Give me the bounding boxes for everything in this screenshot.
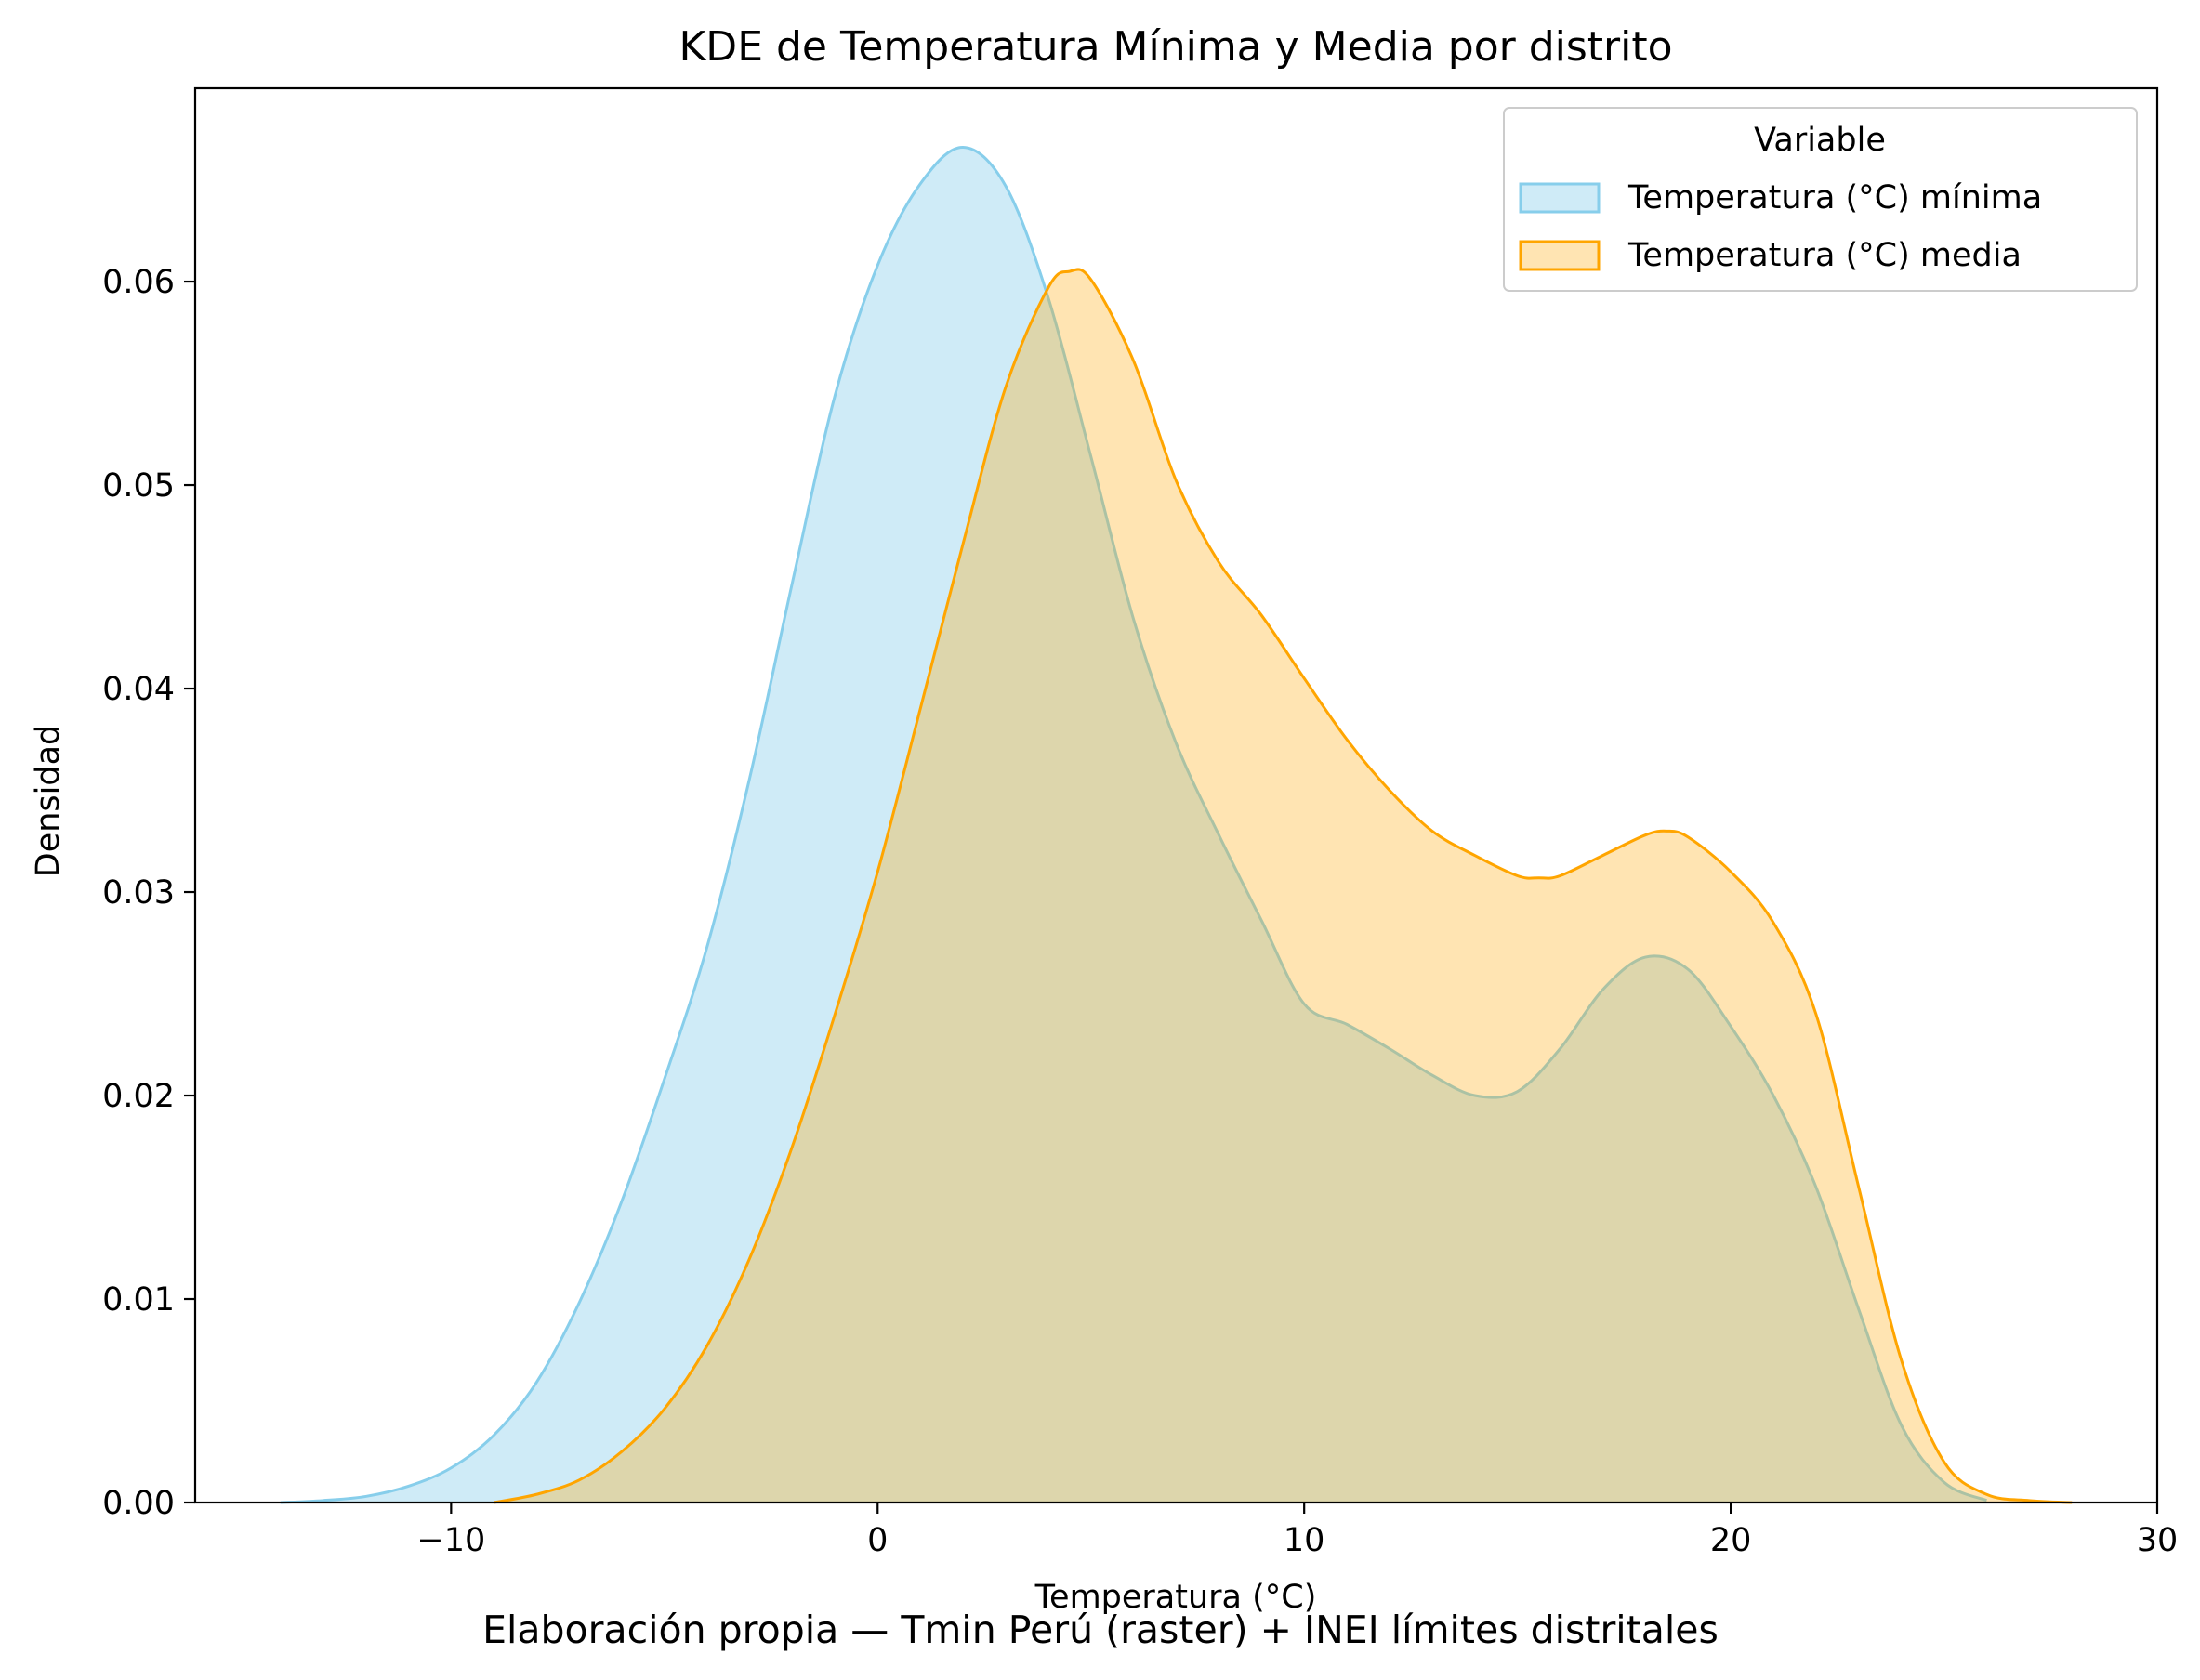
legend-title: Variable <box>1754 122 1886 159</box>
legend-frame <box>1503 107 2138 292</box>
y-tick-label: 0.03 <box>102 874 175 912</box>
x-axis-label: Temperatura (°C) <box>1034 1579 1317 1616</box>
legend-label: Temperatura (°C) media <box>1627 237 2022 274</box>
series-1-area <box>280 147 1987 1503</box>
y-axis-label: Densidad <box>30 725 67 878</box>
legend-swatch <box>1519 182 1601 214</box>
x-tick-label: 30 <box>2137 1522 2179 1559</box>
x-tick-label: 20 <box>1710 1522 1752 1559</box>
y-tick-label: 0.06 <box>102 264 175 301</box>
x-tick-label: 10 <box>1284 1522 1325 1559</box>
series-1-line <box>280 146 1988 1504</box>
y-tick-label: 0.01 <box>102 1281 175 1319</box>
legend-item: Temperatura (°C) mínima <box>1519 179 2042 217</box>
y-tick-label: 0.04 <box>102 671 175 708</box>
plot-area <box>280 146 2073 1504</box>
y-tick-label: 0.02 <box>102 1078 175 1115</box>
series-2-line <box>493 268 2073 1504</box>
y-tick-label: 0.05 <box>102 467 175 505</box>
chart-caption: Elaboración propia — Tmin Perú (raster) … <box>482 1608 1719 1652</box>
axes: −10 0 10 20 30 0.00 0.01 0.02 0.03 0.04 0.05 0.06 <box>102 86 2179 1559</box>
legend-swatch <box>1519 240 1601 271</box>
x-tick-label: −10 <box>416 1522 485 1559</box>
y-tick-label: 0.00 <box>102 1485 175 1522</box>
axes-frame <box>193 86 2159 1504</box>
legend-label: Temperatura (°C) mínima <box>1627 179 2042 217</box>
series-2-area <box>494 269 2073 1503</box>
legend-item: Temperatura (°C) media <box>1519 237 2022 274</box>
x-tick-label: 0 <box>867 1522 888 1559</box>
chart-title: KDE de Temperatura Mínima y Media por di… <box>678 23 1672 71</box>
legend: Variable Temperatura (°C) mínima Temperat… <box>1503 107 2138 292</box>
